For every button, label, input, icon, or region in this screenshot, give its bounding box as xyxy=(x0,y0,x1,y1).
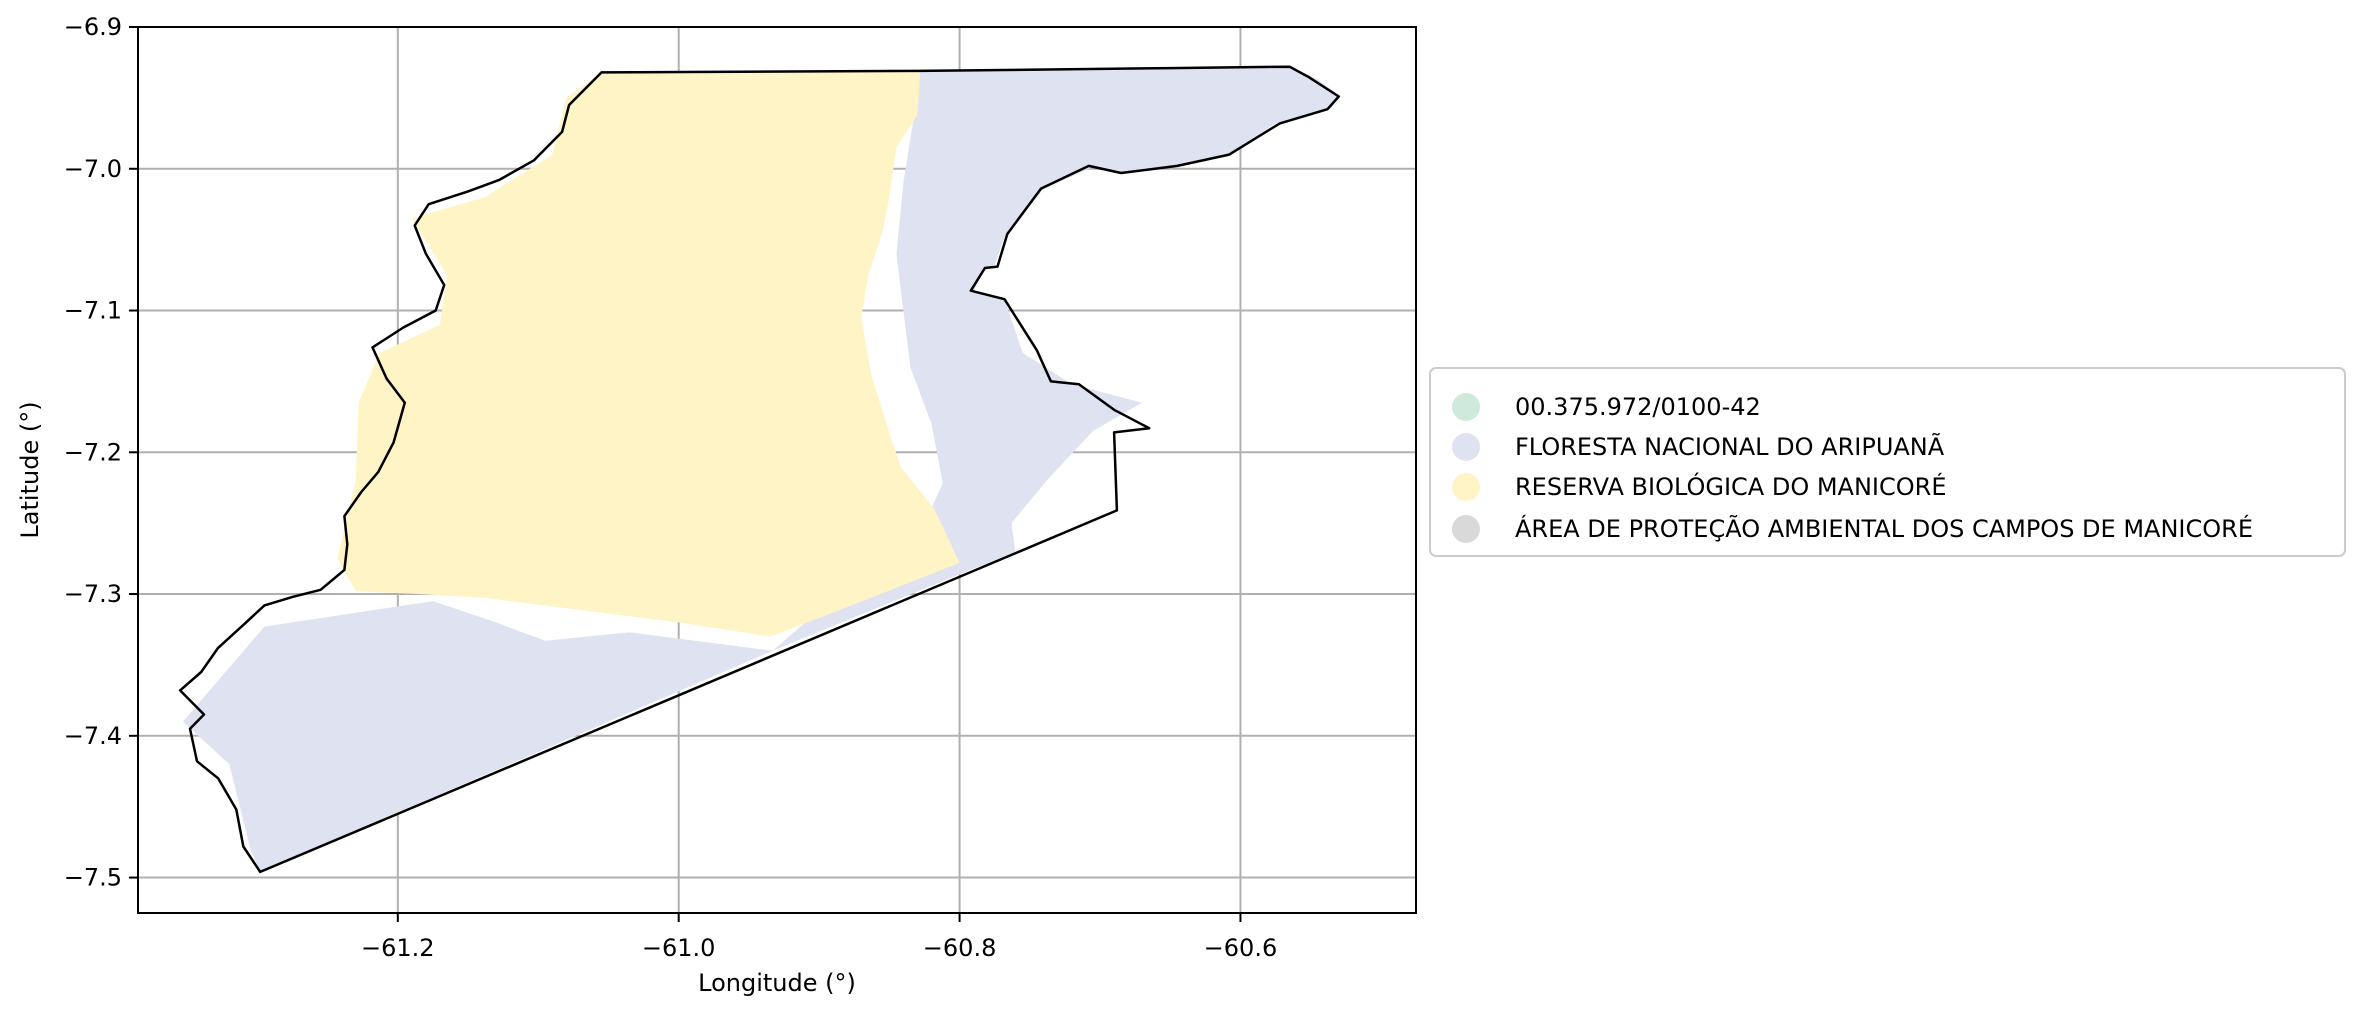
y-tick-label: −7.1 xyxy=(64,297,122,325)
legend-frame xyxy=(1429,367,2346,557)
legend-marker xyxy=(1452,473,1480,501)
map-boundary xyxy=(178,65,1341,874)
x-axis: −61.2 −61.0 −60.8 −60.6 xyxy=(361,913,1277,962)
legend-marker xyxy=(1452,393,1480,421)
legend-label: RESERVA BIOLÓGICA DO MANICORÉ xyxy=(1515,471,1947,501)
y-axis-title: Latitude (°) xyxy=(16,401,44,538)
legend-label: ÁREA DE PROTEÇÃO AMBIENTAL DOS CAMPOS DE… xyxy=(1515,513,2253,543)
x-axis-title: Longitude (°) xyxy=(698,969,856,997)
plot-frame xyxy=(137,26,1417,914)
y-tick-label: −7.4 xyxy=(64,722,122,750)
legend-label: 00.375.972/0100-42 xyxy=(1515,393,1761,421)
y-tick-label: −6.9 xyxy=(64,13,122,41)
y-tick-label: −7.3 xyxy=(64,580,122,608)
region-area xyxy=(337,70,960,637)
x-tick-label: −61.0 xyxy=(642,934,716,962)
legend: 00.375.972/0100-42 FLORESTA NACIONAL DO A… xyxy=(1429,367,2346,557)
region-boundary xyxy=(178,65,1341,874)
legend-marker xyxy=(1452,515,1480,543)
region-area xyxy=(182,66,1339,872)
y-axis: −6.9 −7.0 −7.1 −7.2 −7.3 −7.4 −7.5 xyxy=(64,13,138,892)
x-tick-label: −60.8 xyxy=(923,934,997,962)
y-tick-label: −7.2 xyxy=(64,438,122,466)
legend-label: FLORESTA NACIONAL DO ARIPUANÃ xyxy=(1515,431,1945,461)
y-tick-label: −7.5 xyxy=(64,864,122,892)
x-tick-label: −60.6 xyxy=(1204,934,1278,962)
legend-marker xyxy=(1452,433,1480,461)
y-tick-label: −7.0 xyxy=(64,155,122,183)
x-tick-label: −61.2 xyxy=(361,934,435,962)
map-regions xyxy=(182,66,1339,872)
